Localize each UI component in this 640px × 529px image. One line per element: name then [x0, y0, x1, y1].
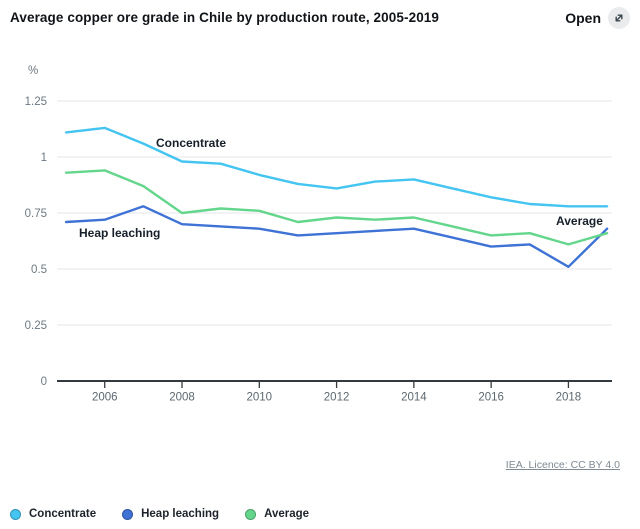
x-axis-tick-label: 2006 — [92, 392, 118, 404]
x-axis-tick-label: 2012 — [324, 392, 350, 404]
x-axis-tick-label: 2010 — [247, 392, 273, 404]
legend-item-heap-leaching[interactable]: Heap leaching — [122, 508, 219, 520]
open-button[interactable]: Open — [565, 7, 630, 29]
legend-dot-concentrate — [10, 508, 21, 520]
chart-title: Average copper ore grade in Chile by pro… — [10, 10, 440, 25]
x-axis-tick-label: 2018 — [556, 392, 582, 404]
legend-dot-heap-leaching — [122, 508, 134, 520]
series-label-concentrate: Concentrate — [156, 136, 227, 150]
y-axis-tick-label: 0 — [41, 376, 47, 388]
chart-header: Average copper ore grade in Chile by pro… — [10, 7, 630, 29]
y-axis-tick-label: 0.5 — [31, 264, 47, 276]
series-line-concentrate — [64, 126, 609, 208]
open-button-label: Open — [565, 10, 601, 26]
legend-dot-average — [245, 508, 257, 520]
series-label-average: Average — [556, 214, 603, 228]
licence-link[interactable]: IEA. Licence: CC BY 4.0 — [505, 459, 620, 471]
legend-label-concentrate: Concentrate — [29, 508, 97, 520]
y-axis-tick-label: 1 — [41, 152, 47, 164]
expand-diagonal-arrow-icon[interactable] — [608, 7, 630, 29]
series-line-average — [64, 169, 609, 246]
y-axis-tick-label: 0.75 — [25, 208, 47, 220]
y-axis-tick-label: 0.25 — [25, 320, 47, 332]
x-axis-tick-label: 2008 — [169, 392, 195, 404]
legend-label-average: Average — [264, 508, 310, 520]
y-axis-unit-label: % — [28, 65, 38, 77]
legend-item-concentrate[interactable]: Concentrate — [10, 508, 96, 520]
x-axis-tick-label: 2014 — [401, 392, 427, 404]
x-axis-tick-label: 2016 — [478, 392, 504, 404]
series-label-heap-leaching: Heap leaching — [79, 226, 161, 240]
y-axis-tick-label: 1.25 — [25, 96, 47, 108]
legend-label-heap-leaching: Heap leaching — [141, 508, 220, 520]
legend-item-average[interactable]: Average — [245, 508, 309, 520]
legend: Concentrate Heap leaching Average — [10, 508, 309, 520]
series-line-heap-leaching — [64, 205, 609, 268]
